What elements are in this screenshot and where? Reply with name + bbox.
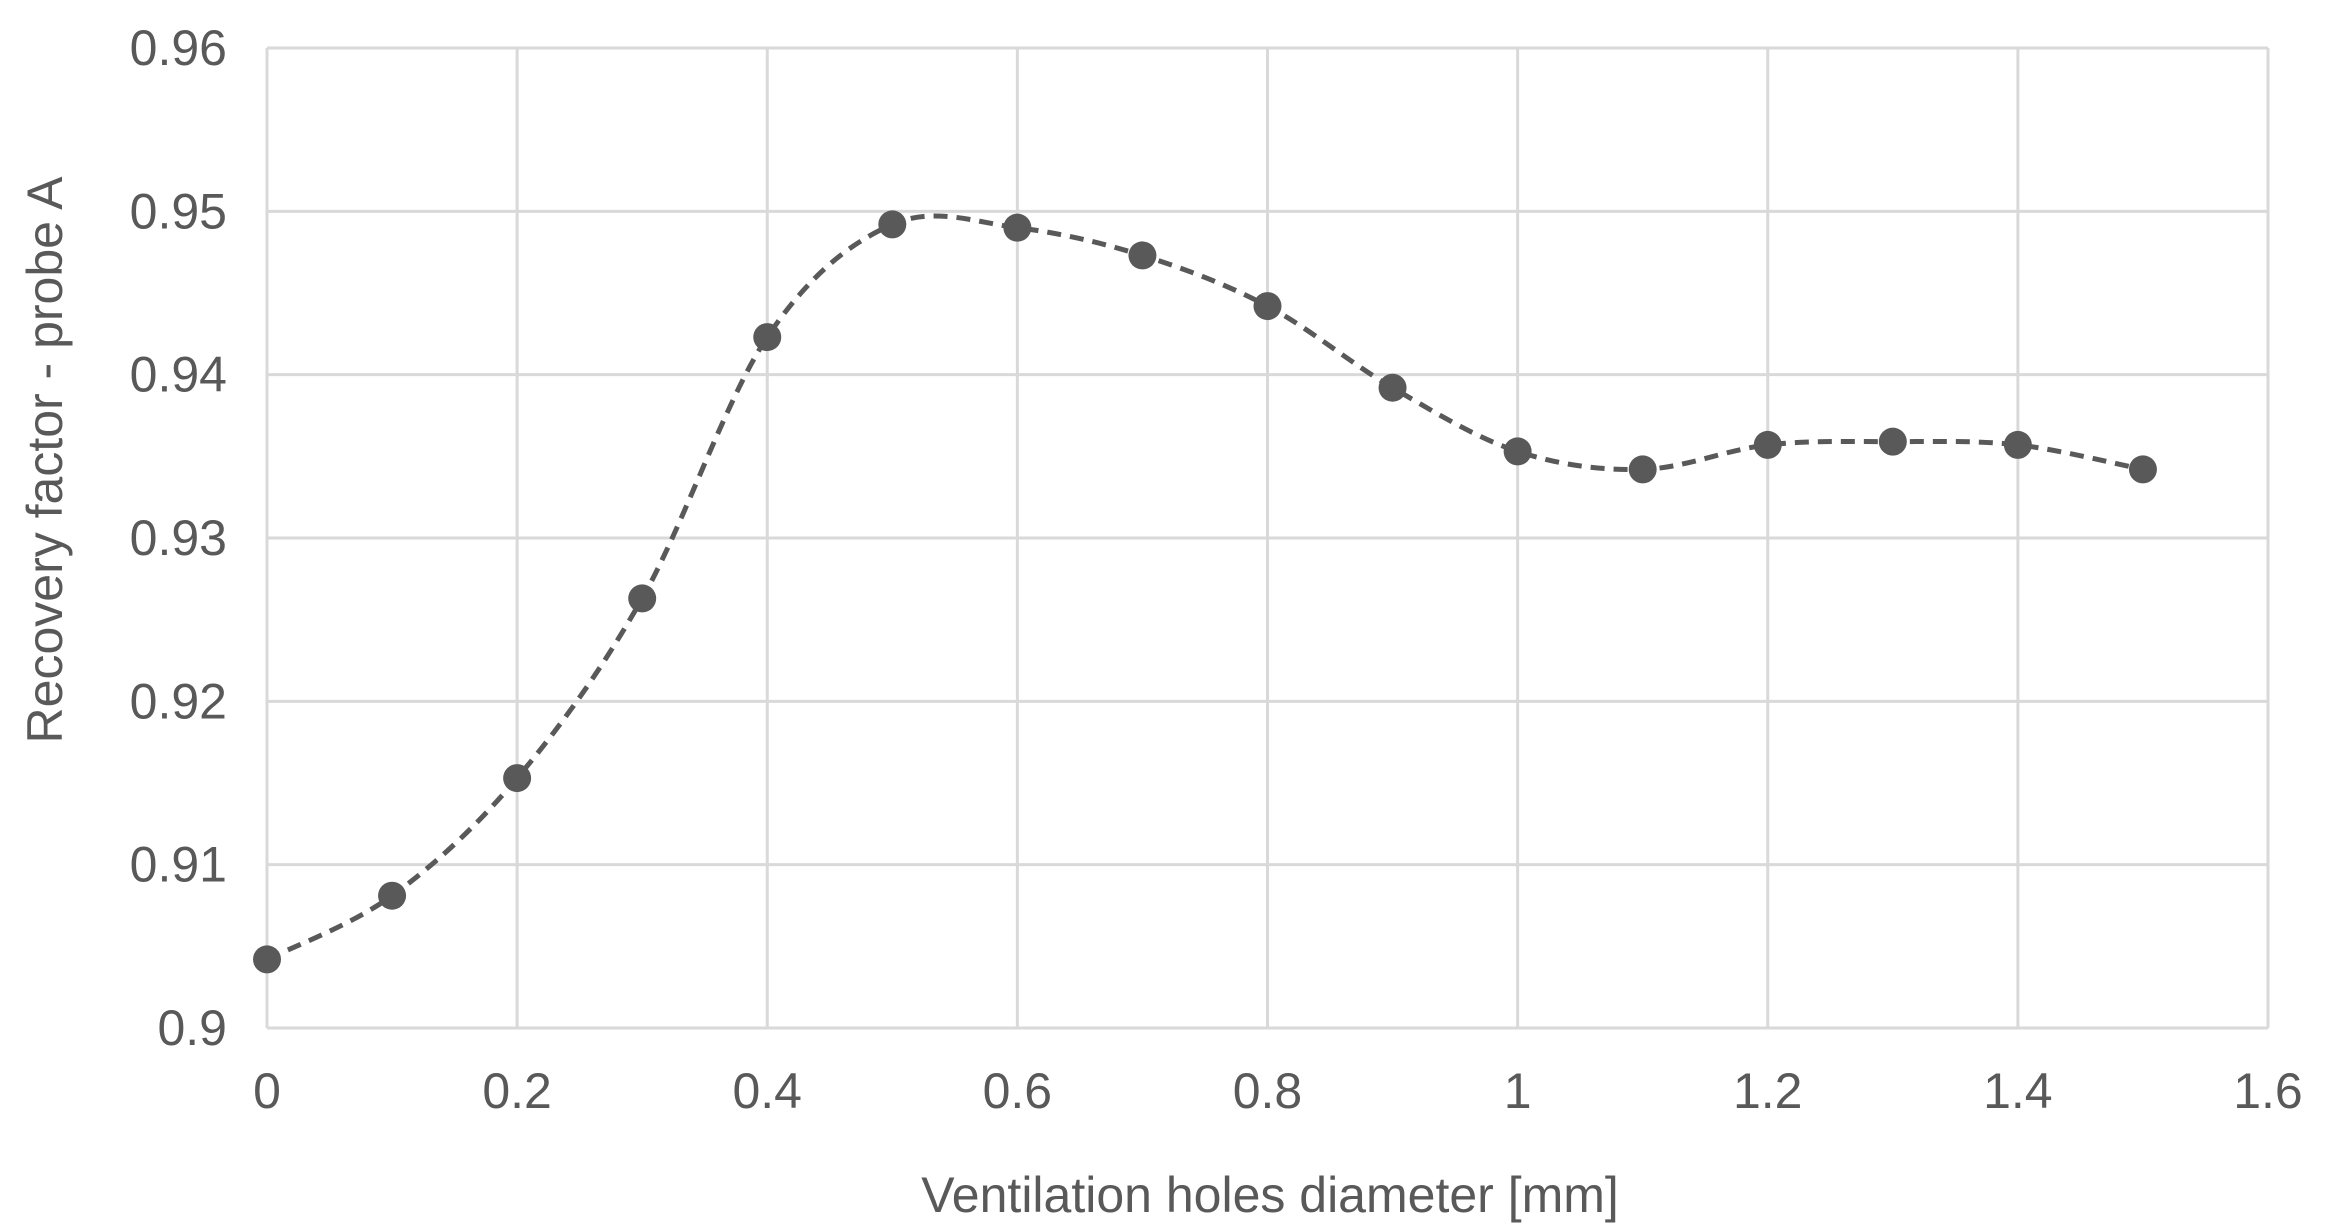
data-point: [1128, 241, 1157, 270]
data-point: [2003, 430, 2032, 459]
x-tick-label: 1.2: [1733, 1063, 1803, 1119]
series-line: [265, 213, 2144, 962]
data-point: [1753, 430, 1782, 459]
y-tick-label: 0.9: [157, 1000, 227, 1056]
x-tick-label: 1.6: [2233, 1063, 2303, 1119]
y-tick-label: 0.95: [130, 183, 227, 239]
x-tick-label: 0.6: [983, 1063, 1053, 1119]
y-tick-label: 0.94: [130, 347, 227, 403]
x-tick-label: 1: [1504, 1063, 1532, 1119]
x-tick-label: 0.2: [482, 1063, 552, 1119]
data-point: [2128, 455, 2157, 484]
data-point: [753, 323, 782, 352]
data-point: [1003, 213, 1032, 242]
data-point: [1628, 455, 1657, 484]
data-point: [253, 945, 281, 974]
data-point: [1878, 427, 1907, 456]
x-tick-label: 1.4: [1983, 1063, 2053, 1119]
series: [253, 210, 2157, 974]
data-point: [1503, 437, 1532, 466]
data-point: [878, 210, 907, 239]
data-point: [1378, 373, 1407, 402]
x-axis-title: Ventilation holes diameter [mm]: [921, 1167, 1619, 1223]
y-tick-label: 0.96: [130, 20, 227, 76]
grid: [265, 46, 2270, 1030]
y-tick-label: 0.92: [130, 673, 227, 729]
x-tick-label: 0: [253, 1063, 281, 1119]
data-point: [378, 881, 407, 910]
x-tick-label: 0.4: [732, 1063, 802, 1119]
y-tick-label: 0.93: [130, 510, 227, 566]
x-axis-ticks: 0 0.2 0.4 0.6 0.8 1 1.2 1.4 1.6: [253, 1063, 2303, 1119]
x-tick-label: 0.8: [1233, 1063, 1303, 1119]
y-tick-label: 0.91: [130, 837, 227, 893]
y-axis-ticks: 0.9 0.91 0.92 0.93 0.94 0.95 0.96: [130, 20, 227, 1056]
y-axis-title: Recovery factor - probe A: [17, 176, 73, 744]
data-point: [503, 764, 532, 793]
data-point: [1253, 292, 1282, 321]
data-point: [628, 584, 657, 613]
